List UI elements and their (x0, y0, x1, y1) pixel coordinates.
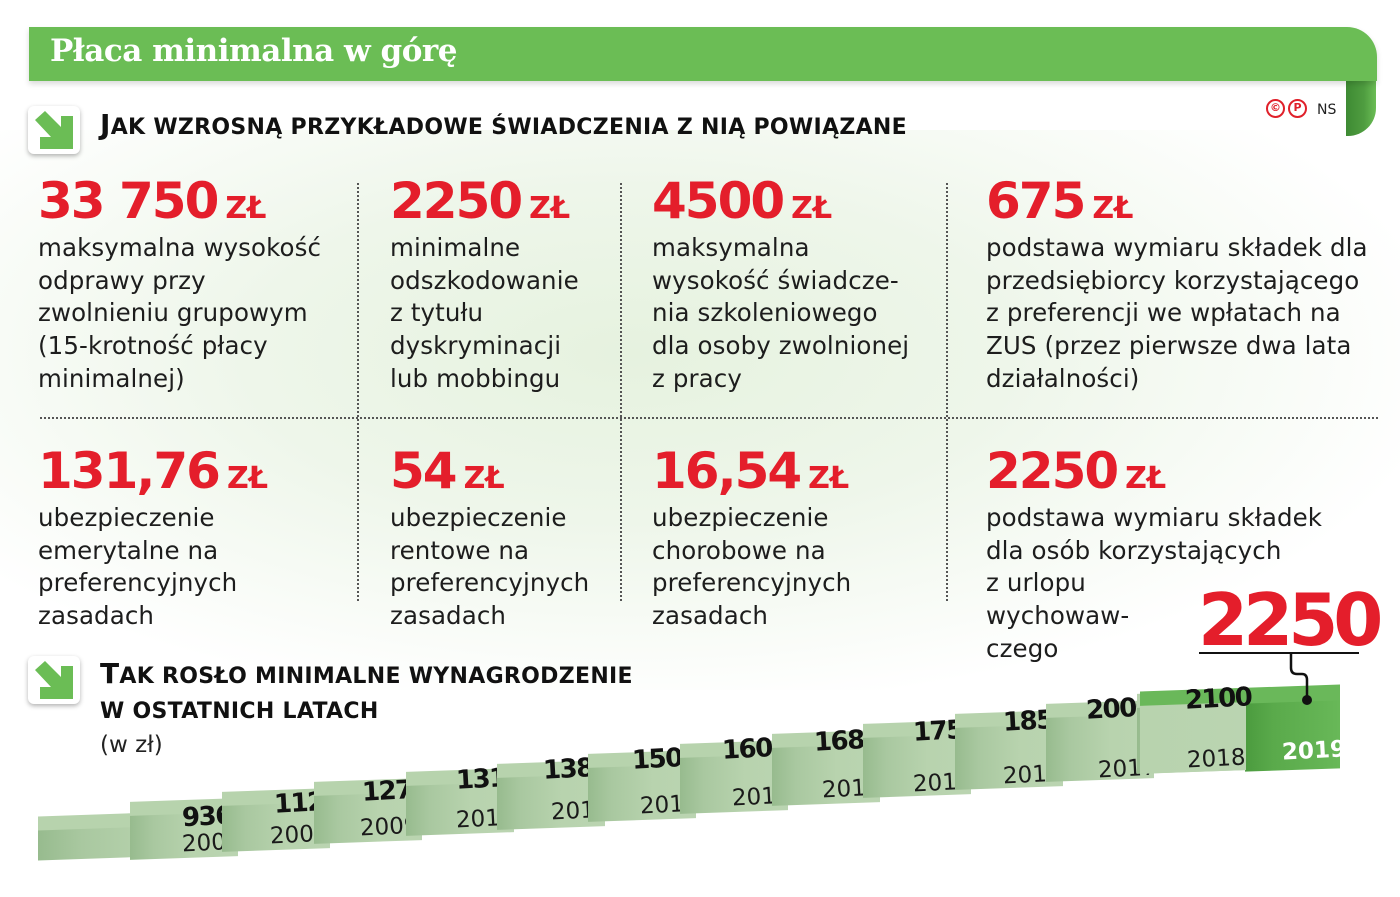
copyright-icon: © (1266, 98, 1285, 118)
fact-value: 131,76 ZŁ (38, 442, 268, 500)
fact-value: 675 ZŁ (986, 172, 1134, 230)
fact-card: 675 ZŁ podstawa wymiaru składek dla przed… (986, 172, 1368, 396)
fact-card: 16,54 ZŁ ubezpieczenie chorobowe na prefe… (652, 442, 851, 633)
fact-description: maksymalna wysokość świadcze- nia szkole… (652, 233, 910, 393)
fact-value: 33 750 ZŁ (38, 172, 267, 230)
fact-value: 4500 ZŁ (652, 172, 833, 230)
fact-value: 2250 ZŁ (986, 442, 1167, 500)
background-glow (0, 130, 1400, 690)
callout-connector (1289, 652, 1312, 705)
highlight-value-callout: 2250 (1198, 578, 1383, 662)
column-divider (620, 183, 622, 601)
fact-value: 2250 ZŁ (390, 172, 571, 230)
fact-card: 54 ZŁ ubezpieczenie rentowe na preferency… (390, 442, 589, 633)
fact-card: 2250 ZŁ minimalne odszkodowanie z tytułu … (390, 172, 579, 396)
section-heading-wage-history: TAK ROSŁO MINIMALNE WYNAGRODZENIE W OSTA… (100, 657, 633, 724)
fact-card: 2250 ZŁ podstawa wymiaru składek dla osób… (986, 442, 1322, 666)
fact-card: 4500 ZŁ maksymalna wysokość świadcze- nia… (652, 172, 909, 396)
fact-card: 131,76 ZŁ ubezpieczenie emerytalne na pre… (38, 442, 268, 633)
callout-underline (1199, 652, 1359, 654)
fact-description: maksymalna wysokość odprawy przy zwolnie… (38, 233, 322, 393)
fact-description: ubezpieczenie rentowe na preferencyjnych… (390, 503, 590, 631)
fact-description: minimalne odszkodowanie z tytułu dyskrym… (390, 233, 579, 393)
page-title: Płaca minimalna w górę (50, 33, 457, 69)
fact-description: podstawa wymiaru składek dla przedsiębio… (986, 233, 1368, 393)
section-heading-benefits: JAK WZROSNĄ PRZYKŁADOWE ŚWIADCZENIA Z NI… (100, 108, 907, 141)
fact-description: ubezpieczenie chorobowe na preferencyjny… (652, 503, 852, 631)
column-divider (357, 183, 359, 601)
fact-value: 54 ZŁ (390, 442, 505, 500)
arrow-down-right-icon (28, 106, 80, 154)
author-initials: NS (1317, 102, 1337, 118)
unit-note: (w zł) (100, 732, 163, 758)
fact-description: podstawa wymiaru składek dla osób korzys… (986, 503, 1323, 663)
credits: © P NS (1266, 98, 1336, 118)
column-divider (946, 183, 948, 601)
fact-description: ubezpieczenie emerytalne na preferencyjn… (38, 503, 238, 631)
fact-card: 33 750 ZŁ maksymalna wysokość odprawy prz… (38, 172, 321, 396)
phonogram-icon: P (1288, 98, 1307, 118)
arrow-down-right-icon (28, 656, 80, 704)
banner-curl-decoration (1346, 81, 1376, 136)
fact-value: 16,54 ZŁ (652, 442, 850, 500)
row-divider (40, 417, 1378, 419)
title-banner: Płaca minimalna w górę (29, 27, 1377, 81)
